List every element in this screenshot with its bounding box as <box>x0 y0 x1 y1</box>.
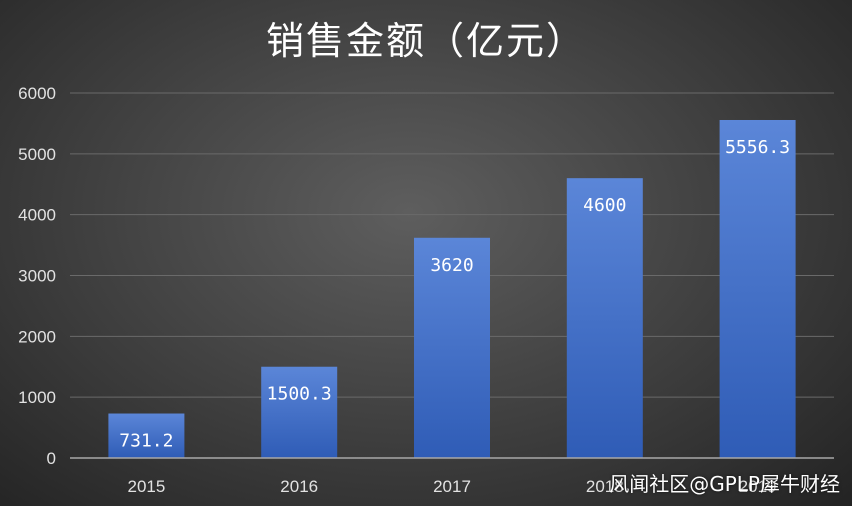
y-tick-label: 0 <box>47 449 56 468</box>
y-tick-label: 5000 <box>18 145 56 164</box>
y-tick-label: 3000 <box>18 267 56 286</box>
bar-2015 <box>108 413 185 458</box>
watermark-text: 风闻社区@GPLP犀牛财经 <box>609 472 840 496</box>
y-tick-label: 1000 <box>18 388 56 407</box>
y-axis-ticks: 0 1000 2000 3000 4000 5000 6000 <box>18 84 56 468</box>
x-tick-label-2015: 2015 <box>127 477 165 496</box>
chart-title: 销售金额（亿元） <box>265 19 586 63</box>
bars <box>108 119 796 458</box>
data-label-2016: 1500.3 <box>267 384 332 405</box>
bar-2019 <box>719 119 796 458</box>
data-label-2017: 3620 <box>430 255 473 276</box>
y-tick-label: 4000 <box>18 206 56 225</box>
x-tick-label-2018: 2018 <box>586 477 624 496</box>
data-label-2015: 731.2 <box>119 431 173 452</box>
x-tick-label-2017: 2017 <box>433 477 471 496</box>
data-labels: 731.2 1500.3 3620 4600 5556.3 <box>119 137 790 452</box>
bar-2017 <box>414 237 490 458</box>
x-axis-ticks: 2015 2016 2017 2018 2019 <box>127 477 776 496</box>
y-tick-label: 2000 <box>18 327 56 346</box>
bar-2018 <box>566 178 643 458</box>
x-tick-label-2016: 2016 <box>280 477 318 496</box>
x-tick-label-2019: 2019 <box>739 477 777 496</box>
y-tick-label: 6000 <box>18 84 56 103</box>
bar-2016 <box>261 366 338 458</box>
data-label-2019: 5556.3 <box>725 137 790 158</box>
data-label-2018: 4600 <box>583 195 626 216</box>
